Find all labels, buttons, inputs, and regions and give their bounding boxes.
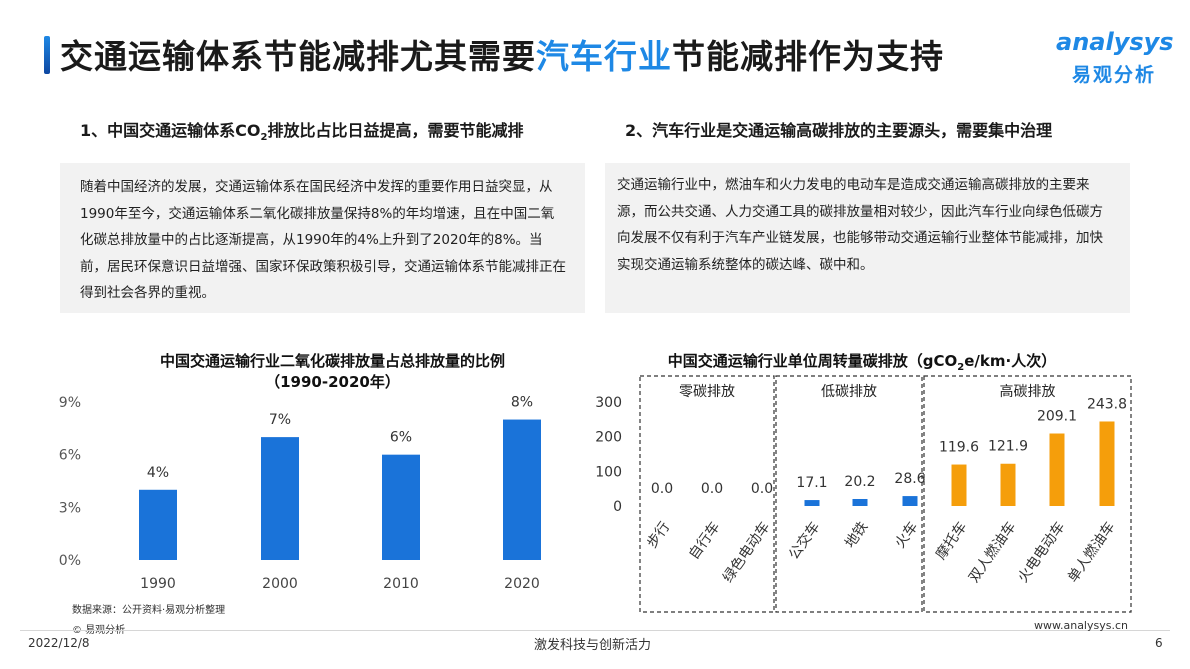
copyright: © 易观分析 <box>72 621 125 636</box>
chart2-data-label: 17.1 <box>796 475 827 491</box>
footer-divider <box>20 630 1170 631</box>
chart2-xtick: 绿色电动车 <box>719 519 773 586</box>
chart2-bar <box>951 464 967 506</box>
chart2-bar <box>804 500 820 506</box>
chart1-svg: 0% 3% 6% 9% 4% 7% 6% 8% 1990 2000 2010 2020 <box>59 395 541 592</box>
chart2-xtick: 火车 <box>891 519 921 552</box>
chart2-data-label: 121.9 <box>988 439 1028 455</box>
chart2-bar <box>852 498 868 506</box>
chart1-xtick: 2020 <box>504 576 540 592</box>
chart1-data-label: 7% <box>269 412 291 428</box>
page-title: 交通运输体系节能减排尤其需要汽车行业节能减排作为支持 <box>60 30 944 78</box>
title-highlight: 汽车行业 <box>536 37 672 76</box>
footer-url: www.analysys.cn <box>1034 619 1128 632</box>
chart1-title: 中国交通运输行业二氧化碳排放量占总排放量的比例 <box>159 352 505 370</box>
chart2-xtick: 步行 <box>644 519 673 551</box>
chart2-data-label: 119.6 <box>939 440 979 456</box>
chart1-bar <box>503 419 541 560</box>
page-number: 6 <box>1155 636 1163 650</box>
chart1-xtick: 2000 <box>262 576 298 592</box>
chart2-data-label: 0.0 <box>751 481 773 497</box>
title-part1: 交通运输体系节能减排尤其需要 <box>60 37 536 76</box>
chart2-data-label: 0.0 <box>651 481 673 497</box>
footer-date: 2022/12/8 <box>28 636 90 650</box>
chart1-xtick: 2010 <box>383 576 419 592</box>
section2-body: 交通运输行业中，燃油车和火力发电的电动车是造成交通运输高碳排放的主要来源，而公共… <box>605 163 1130 313</box>
chart1-xtick: 1990 <box>140 576 176 592</box>
chart1-ytick: 9% <box>59 395 81 411</box>
chart1-data-label: 4% <box>147 465 169 481</box>
section1-heading-b: 排放比占比日益提高，需要节能减排 <box>267 121 524 140</box>
title-part2: 节能减排作为支持 <box>672 37 944 76</box>
chart2-xtick: 单人燃油车 <box>1064 519 1118 586</box>
chart2-ytick: 100 <box>595 464 622 480</box>
chart2-group-box <box>775 375 923 613</box>
chart2-title-a: 中国交通运输行业单位周转量碳排放（gCO <box>667 352 958 370</box>
chart2-group-label: 零碳排放 <box>679 384 735 400</box>
chart2-ytick: 200 <box>595 430 622 446</box>
chart2-bar <box>902 496 918 506</box>
chart2-svg: 零碳排放 低碳排放 高碳排放 0 100 200 300 0.0 0.0 0.0 17.1 20.… <box>595 375 1132 613</box>
chart2-bar <box>1099 421 1115 506</box>
chart1-data-label: 8% <box>511 395 533 411</box>
chart2-group-box <box>639 375 775 613</box>
chart2-bar <box>1049 433 1065 506</box>
chart2-xtick: 公交车 <box>785 519 823 563</box>
chart2-xtick: 自行车 <box>685 519 723 563</box>
chart2-bar <box>1000 463 1016 506</box>
chart2-xtick: 火电电动车 <box>1014 519 1068 586</box>
chart1-ytick: 3% <box>59 500 81 516</box>
chart2-group-label: 低碳排放 <box>821 384 877 400</box>
section1-heading-sub: 2 <box>260 132 268 144</box>
chart2-group-label: 高碳排放 <box>1000 383 1056 400</box>
chart2-group-box <box>923 375 1132 613</box>
chart1-bar <box>139 489 177 560</box>
chart1-subtitle: （1990-2020年） <box>265 373 400 391</box>
chart2-ytick: 300 <box>595 395 622 411</box>
logo-wordmark: analysys <box>1056 28 1174 56</box>
footer-slogan: 激发科技与创新活力 <box>534 638 652 653</box>
section1-heading: 1、中国交通运输体系CO2排放比占比日益提高，需要节能减排 <box>80 117 523 143</box>
chart2-title: 中国交通运输行业单位周转量碳排放（gCO2e/km·人次） <box>612 350 1112 373</box>
chart1-data-label: 6% <box>390 430 412 446</box>
chart2-xtick: 地铁 <box>842 519 871 551</box>
section1-heading-a: 1、中国交通运输体系CO <box>80 121 261 140</box>
chart2-title-b: e/km·人次） <box>964 352 1057 370</box>
chart2-title-sub: 2 <box>957 362 965 373</box>
chart2-data-label: 243.8 <box>1087 396 1127 412</box>
chart1-bar <box>261 437 299 560</box>
chart2-xtick: 摩托车 <box>932 519 970 563</box>
chart1-ytick: 6% <box>59 448 81 464</box>
brand-logo: analysys 易观分析 <box>1050 26 1174 88</box>
chart2-data-label: 209.1 <box>1037 409 1077 425</box>
chart2-xtick: 双人燃油车 <box>965 519 1019 586</box>
chart2-data-label: 0.0 <box>701 481 723 497</box>
section2-heading: 2、汽车行业是交通运输高碳排放的主要源头，需要集中治理 <box>625 121 1053 140</box>
section1-body: 随着中国经济的发展，交通运输体系在国民经济中发挥的重要作用日益突显，从1990年… <box>60 163 585 313</box>
chart2-ytick: 0 <box>613 499 622 515</box>
chart1-ytick: 0% <box>59 553 81 569</box>
chart2-data-label: 20.2 <box>844 474 875 490</box>
chart1-bar <box>382 454 420 560</box>
chart2-data-label: 28.6 <box>894 471 925 487</box>
logo-chinese: 易观分析 <box>1072 64 1157 86</box>
data-source: 数据来源：公开资料·易观分析整理 <box>72 605 226 616</box>
title-accent-bar <box>44 36 50 74</box>
